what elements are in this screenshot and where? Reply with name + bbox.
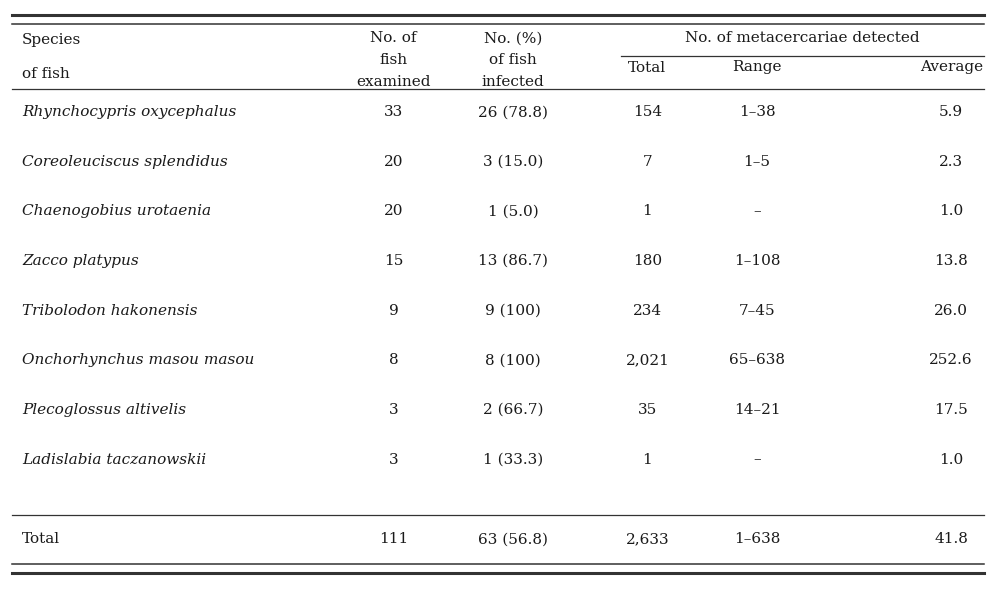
Text: 26 (78.8): 26 (78.8) [478,105,548,119]
Text: Rhynchocypris oxycephalus: Rhynchocypris oxycephalus [22,105,236,119]
Text: 9: 9 [388,304,398,318]
Text: 1.0: 1.0 [939,204,963,218]
Text: Chaenogobius urotaenia: Chaenogobius urotaenia [22,204,211,218]
Text: Total: Total [22,532,60,546]
Text: Onchorhynchus masou masou: Onchorhynchus masou masou [22,353,254,367]
Text: 7: 7 [642,155,652,169]
Text: 20: 20 [383,155,403,169]
Text: 1–108: 1–108 [734,254,780,268]
Text: 2,633: 2,633 [625,532,669,546]
Text: 8 (100): 8 (100) [485,353,541,367]
Text: 3 (15.0): 3 (15.0) [483,155,543,169]
Text: 1–38: 1–38 [739,105,775,119]
Text: of fish: of fish [489,53,537,67]
Text: Coreoleuciscus splendidus: Coreoleuciscus splendidus [22,155,228,169]
Text: 7–45: 7–45 [739,304,775,318]
Text: No. of metacercariae detected: No. of metacercariae detected [685,31,919,45]
Text: 33: 33 [383,105,403,119]
Text: 20: 20 [383,204,403,218]
Text: 2 (66.7): 2 (66.7) [483,403,543,417]
Text: Average: Average [919,60,983,74]
Text: –: – [753,204,761,218]
Text: fish: fish [379,53,407,67]
Text: 154: 154 [632,105,662,119]
Text: examined: examined [357,75,430,89]
Text: Total: Total [628,60,666,74]
Text: 8: 8 [388,353,398,367]
Text: Range: Range [732,60,782,74]
Text: 2.3: 2.3 [939,155,963,169]
Text: 13 (86.7): 13 (86.7) [478,254,548,268]
Text: 9 (100): 9 (100) [485,304,541,318]
Text: 13.8: 13.8 [934,254,968,268]
Text: No. of: No. of [371,31,416,45]
Text: 1: 1 [642,204,652,218]
Text: 41.8: 41.8 [934,532,968,546]
Text: 14–21: 14–21 [734,403,780,417]
Text: infected: infected [481,75,545,89]
Text: Species: Species [22,33,81,47]
Text: of fish: of fish [22,67,70,80]
Text: –: – [753,453,761,466]
Text: Ladislabia taczanowskii: Ladislabia taczanowskii [22,453,206,466]
Text: 15: 15 [383,254,403,268]
Text: 63 (56.8): 63 (56.8) [478,532,548,546]
Text: 3: 3 [388,403,398,417]
Text: Zacco platypus: Zacco platypus [22,254,138,268]
Text: Plecoglossus altivelis: Plecoglossus altivelis [22,403,186,417]
Text: 3: 3 [388,453,398,466]
Text: 180: 180 [632,254,662,268]
Text: 5.9: 5.9 [939,105,963,119]
Text: 2,021: 2,021 [625,353,669,367]
Text: 1: 1 [642,453,652,466]
Text: 1–638: 1–638 [734,532,780,546]
Text: 111: 111 [378,532,408,546]
Text: 1–5: 1–5 [743,155,771,169]
Text: 234: 234 [632,304,662,318]
Text: 65–638: 65–638 [729,353,785,367]
Text: 26.0: 26.0 [934,304,968,318]
Text: 17.5: 17.5 [934,403,968,417]
Text: 1.0: 1.0 [939,453,963,466]
Text: Tribolodon hakonensis: Tribolodon hakonensis [22,304,197,318]
Text: 35: 35 [637,403,657,417]
Text: 252.6: 252.6 [929,353,973,367]
Text: No. (%): No. (%) [484,31,542,45]
Text: 1 (5.0): 1 (5.0) [488,204,538,218]
Text: 1 (33.3): 1 (33.3) [483,453,543,466]
